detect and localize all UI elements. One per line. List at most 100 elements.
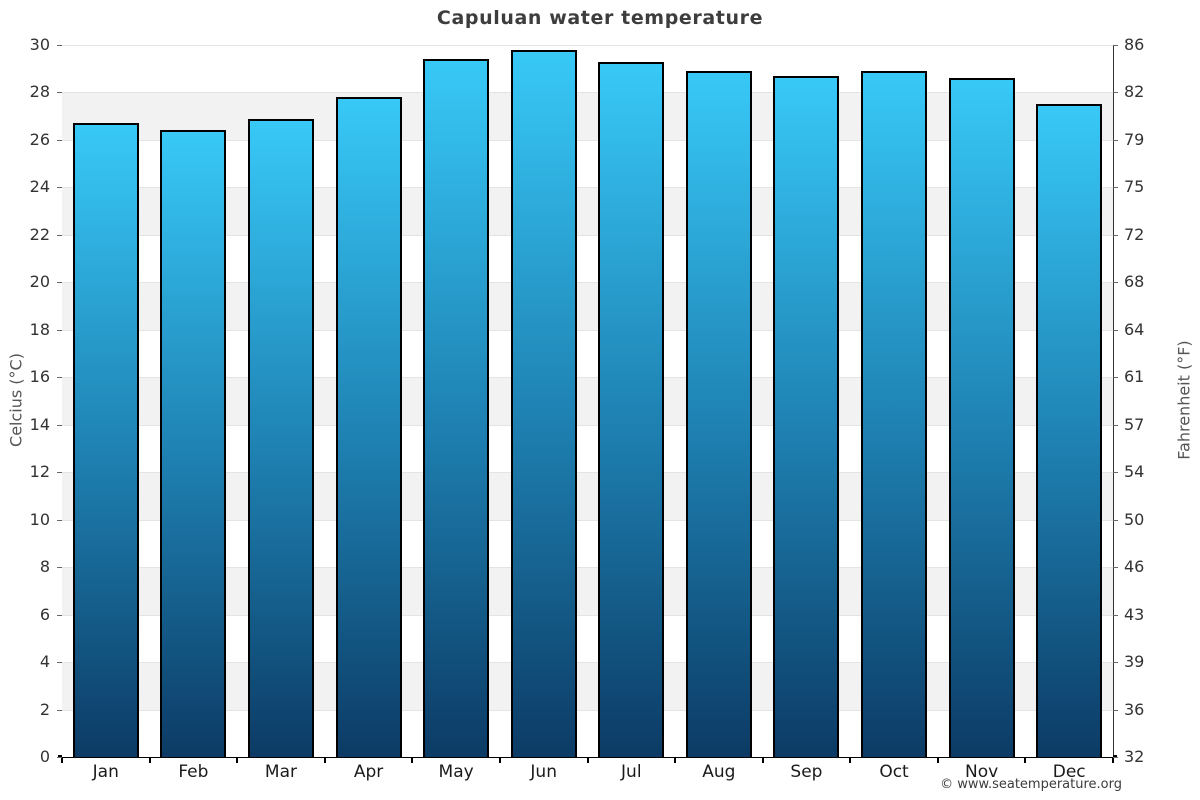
y-tick-label-fahrenheit: 43 xyxy=(1124,604,1145,624)
y-tick-label-fahrenheit: 57 xyxy=(1124,414,1145,434)
grid-band-white xyxy=(62,424,1113,473)
y-tick-label-celsius: 30 xyxy=(29,35,50,54)
y-tick-mark-right xyxy=(1113,45,1118,46)
grid-band-gray xyxy=(62,282,1113,330)
x-axis-label-jan: Jan xyxy=(92,762,119,782)
x-axis-label-dec: Dec xyxy=(1052,762,1086,782)
x-axis-label-jun: Jun xyxy=(530,762,557,782)
y-tick-label-celsius: 20 xyxy=(29,272,50,292)
x-tick-mark xyxy=(498,758,501,763)
grid-band-white xyxy=(62,234,1113,283)
y-axis-line-right xyxy=(1113,45,1114,757)
grid-band-white xyxy=(62,709,1113,757)
y-tick-label-fahrenheit: 32 xyxy=(1124,747,1145,766)
y-tick-mark-right xyxy=(1113,329,1118,331)
y-tick-label-celsius: 6 xyxy=(39,604,50,624)
y-tick-label-fahrenheit: 64 xyxy=(1124,319,1145,339)
y-tick-mark-left xyxy=(57,519,62,521)
x-tick-mark xyxy=(323,758,326,763)
x-tick-mark xyxy=(586,758,589,763)
y-tick-label-fahrenheit: 68 xyxy=(1124,272,1145,292)
bar-oct xyxy=(861,71,928,757)
y-tick-label-fahrenheit: 39 xyxy=(1124,652,1145,672)
grid-band-gray xyxy=(62,662,1113,710)
y-tick-label-celsius: 24 xyxy=(29,177,50,197)
y-tick-mark-left xyxy=(57,614,62,616)
y-tick-mark-left xyxy=(57,45,62,46)
grid-band-gray xyxy=(62,567,1113,615)
y-tick-mark-left xyxy=(57,329,62,331)
y-tick-mark-right xyxy=(1113,424,1118,426)
x-axis-label-mar: Mar xyxy=(264,762,297,782)
x-tick-mark xyxy=(236,758,239,763)
y-tick-mark-right xyxy=(1113,567,1118,569)
x-tick-mark xyxy=(849,758,852,763)
bar-aug xyxy=(685,71,752,757)
y-tick-mark-right xyxy=(1113,519,1118,521)
y-tick-label-celsius: 10 xyxy=(29,509,50,529)
y-axis-title-fahrenheit: Fahrenheit (°F) xyxy=(1174,340,1194,460)
y-tick-label-celsius: 12 xyxy=(29,462,50,482)
x-tick-mark xyxy=(1024,758,1027,763)
x-axis-label-nov: Nov xyxy=(965,762,999,782)
y-tick-label-fahrenheit: 75 xyxy=(1124,177,1145,197)
y-tick-mark-right xyxy=(1113,282,1118,284)
y-tick-mark-right xyxy=(1113,187,1118,189)
y-tick-mark-left xyxy=(57,139,62,141)
x-axis-label-oct: Oct xyxy=(879,762,909,782)
y-tick-label-fahrenheit: 61 xyxy=(1124,367,1145,387)
x-tick-mark xyxy=(61,758,63,763)
y-tick-mark-right xyxy=(1113,709,1118,711)
y-tick-mark-right xyxy=(1113,614,1118,616)
x-axis-label-apr: Apr xyxy=(353,762,384,782)
grid-band-gray xyxy=(62,377,1113,425)
bar-sep xyxy=(773,75,840,757)
chart-title: Capuluan water temperature xyxy=(436,7,764,29)
grid-band-white xyxy=(62,614,1113,663)
x-axis-label-may: May xyxy=(438,762,474,782)
y-tick-mark-left xyxy=(57,92,62,94)
bar-nov xyxy=(948,78,1015,757)
y-tick-label-celsius: 4 xyxy=(39,652,50,672)
bar-jan xyxy=(72,123,139,757)
bar-may xyxy=(423,59,490,757)
footer-credit: © www.seatemperature.org xyxy=(940,777,1122,792)
y-tick-mark-left xyxy=(57,187,62,189)
y-tick-mark-left xyxy=(57,234,62,236)
bar-jul xyxy=(598,61,665,757)
y-tick-mark-right xyxy=(1113,662,1118,664)
grid-band-white xyxy=(62,45,1113,93)
y-tick-label-celsius: 14 xyxy=(29,414,50,434)
y-tick-label-fahrenheit: 54 xyxy=(1124,462,1145,482)
y-tick-label-fahrenheit: 46 xyxy=(1124,557,1145,577)
y-tick-label-celsius: 0 xyxy=(39,747,50,766)
x-tick-mark xyxy=(148,758,151,763)
y-tick-mark-right xyxy=(1113,139,1118,141)
x-axis-label-jul: Jul xyxy=(621,762,642,782)
y-tick-mark-left xyxy=(57,472,62,474)
y-tick-label-celsius: 8 xyxy=(39,557,50,577)
y-tick-label-celsius: 2 xyxy=(39,699,50,719)
grid-band-white xyxy=(62,329,1113,378)
x-tick-mark xyxy=(936,758,939,763)
y-tick-mark-right xyxy=(1113,234,1118,236)
x-axis-label-feb: Feb xyxy=(178,762,209,782)
y-tick-label-celsius: 18 xyxy=(29,319,50,339)
y-tick-label-celsius: 16 xyxy=(29,367,50,387)
y-tick-mark-left xyxy=(57,567,62,569)
y-axis-title-celsius: Celcius (°C) xyxy=(6,353,26,447)
bar-feb xyxy=(160,130,227,757)
bar-apr xyxy=(335,97,402,757)
y-tick-mark-left xyxy=(57,377,62,379)
y-tick-mark-left xyxy=(57,709,62,711)
grid-band-gray xyxy=(62,472,1113,520)
bar-mar xyxy=(247,118,314,757)
x-axis-label-aug: Aug xyxy=(702,762,736,782)
y-tick-label-fahrenheit: 86 xyxy=(1124,35,1145,54)
y-tick-label-fahrenheit: 72 xyxy=(1124,224,1145,244)
y-tick-mark-left xyxy=(57,662,62,664)
bar-jun xyxy=(510,49,577,757)
y-tick-mark-left xyxy=(57,757,62,758)
y-tick-label-celsius: 28 xyxy=(29,82,50,102)
